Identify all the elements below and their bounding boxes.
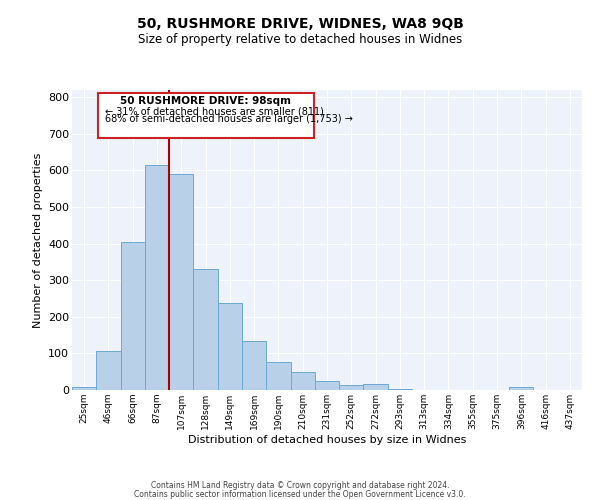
Y-axis label: Number of detached properties: Number of detached properties bbox=[32, 152, 43, 328]
Bar bbox=[266, 362, 290, 390]
Text: 68% of semi-detached houses are larger (1,753) →: 68% of semi-detached houses are larger (… bbox=[105, 114, 353, 124]
Bar bbox=[364, 384, 388, 390]
Bar bbox=[315, 381, 339, 390]
Bar bbox=[242, 341, 266, 390]
X-axis label: Distribution of detached houses by size in Widnes: Distribution of detached houses by size … bbox=[188, 434, 466, 444]
Bar bbox=[218, 304, 242, 390]
Bar bbox=[145, 166, 169, 390]
Bar bbox=[193, 268, 218, 390]
Bar bbox=[509, 387, 533, 390]
Bar bbox=[121, 242, 145, 390]
Text: Contains HM Land Registry data © Crown copyright and database right 2024.: Contains HM Land Registry data © Crown c… bbox=[151, 481, 449, 490]
FancyBboxPatch shape bbox=[97, 93, 314, 138]
Text: ← 31% of detached houses are smaller (811): ← 31% of detached houses are smaller (81… bbox=[105, 106, 323, 116]
Bar bbox=[388, 388, 412, 390]
Text: 50, RUSHMORE DRIVE, WIDNES, WA8 9QB: 50, RUSHMORE DRIVE, WIDNES, WA8 9QB bbox=[137, 18, 463, 32]
Bar bbox=[96, 351, 121, 390]
Bar bbox=[339, 385, 364, 390]
Text: Size of property relative to detached houses in Widnes: Size of property relative to detached ho… bbox=[138, 32, 462, 46]
Bar bbox=[72, 387, 96, 390]
Text: Contains public sector information licensed under the Open Government Licence v3: Contains public sector information licen… bbox=[134, 490, 466, 499]
Bar bbox=[169, 174, 193, 390]
Text: 50 RUSHMORE DRIVE: 98sqm: 50 RUSHMORE DRIVE: 98sqm bbox=[120, 96, 291, 106]
Bar bbox=[290, 372, 315, 390]
